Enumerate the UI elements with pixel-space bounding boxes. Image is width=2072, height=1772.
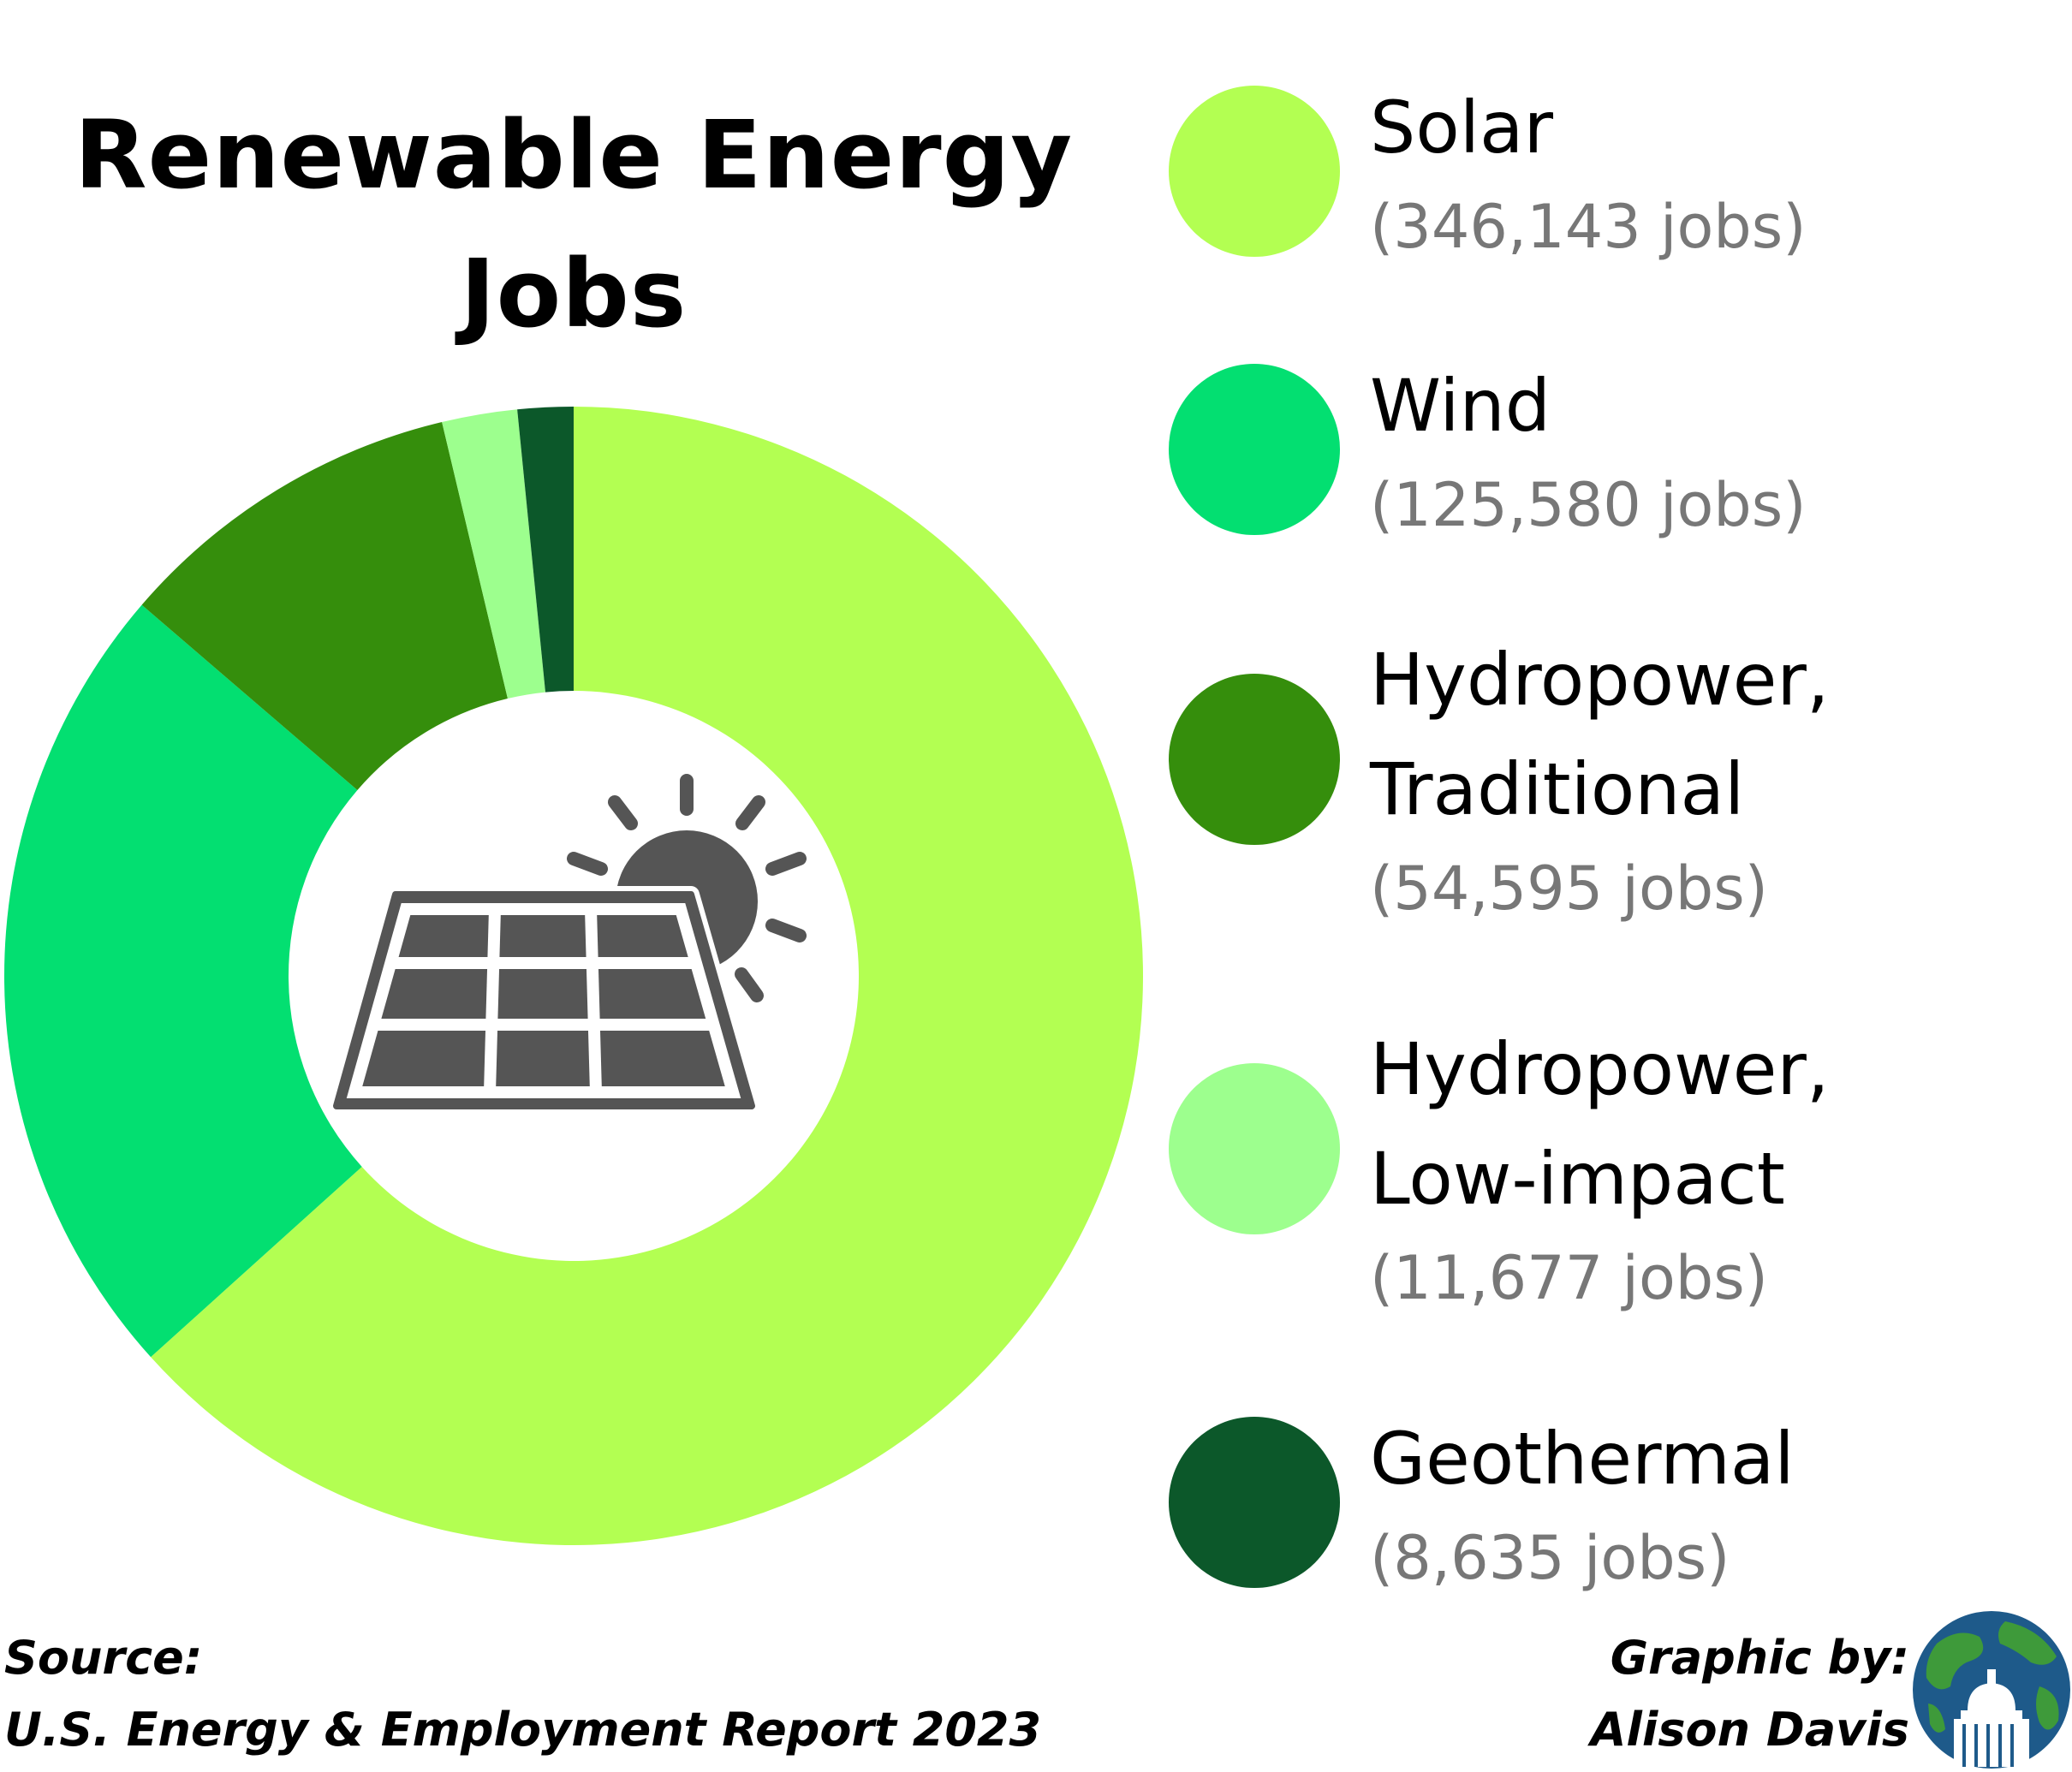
slice-wind [3,604,362,1358]
legend-text: Hydropower, Traditional (54,595 jobs) [1370,625,2063,933]
globe-capitol-logo-icon [1913,1611,2070,1769]
donut-chart [3,407,1143,1545]
legend-swatch [1169,674,1340,845]
source-label: Source: [4,1631,203,1685]
donut-slices [3,407,1143,1545]
chart-title: Renewable Energy Jobs [74,100,1074,348]
legend-label: Solar [1370,86,1554,169]
legend-label: Hydropower, Traditional [1370,638,1830,831]
legend-swatch [1169,86,1340,257]
legend-label: Geothermal [1370,1417,1795,1501]
legend-text: Solar (346,143 jobs) [1370,73,2063,271]
solar-panel-icon [328,774,807,1115]
slice-hydropower-low-impact [442,409,546,699]
credit-note: Graphic by: Alison Davis [1591,1622,1909,1766]
legend-text: Wind (125,580 jobs) [1370,351,2063,550]
legend-swatch [1169,1063,1340,1234]
legend-value: (346,143 jobs) [1370,192,1807,262]
legend-label: Wind [1370,364,1551,448]
legend-value: (11,677 jobs) [1370,1243,1768,1313]
legend-value: (54,595 jobs) [1370,853,1768,924]
legend-swatch [1169,364,1340,535]
chart-legend: Solar (346,143 jobs) Wind (125,580 jobs) Hyd… [1169,0,2072,1626]
slice-solar [151,407,1143,1545]
legend-value: (125,580 jobs) [1370,470,1807,540]
credit-label: Graphic by: [1610,1631,1909,1685]
legend-swatch [1169,1417,1340,1588]
legend-value: (8,635 jobs) [1370,1523,1730,1593]
legend-text: Geothermal (8,635 jobs) [1370,1404,2063,1603]
legend-label: Hydropower, Low-impact [1370,1027,1830,1221]
source-note: Source: U.S. Energy & Employment Report … [4,1622,1041,1766]
credit-name: Alison Davis [1590,1703,1909,1757]
legend-text: Hydropower, Low-impact (11,677 jobs) [1370,1014,2063,1323]
slice-geothermal [517,407,574,693]
slice-hydropower-traditional [141,422,508,790]
source-text: U.S. Energy & Employment Report 2023 [4,1703,1042,1757]
